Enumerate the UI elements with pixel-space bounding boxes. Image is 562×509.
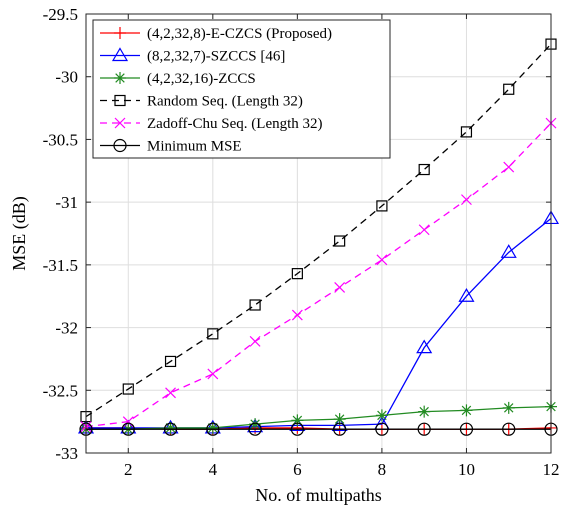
data-point: [418, 405, 431, 418]
data-point: [248, 422, 262, 436]
data-point: [247, 418, 264, 433]
x-tick-label: 2: [124, 460, 133, 479]
legend-marker: [114, 94, 126, 107]
y-tick-label: -32.5: [43, 381, 78, 400]
data-point: [461, 194, 472, 206]
legend-entry: Zadoff-Chu Seq. (Length 32): [100, 116, 323, 132]
data-point: [291, 309, 303, 321]
data-point: [418, 224, 430, 236]
legend: (4,2,32,8)-E-CZCS (Proposed) (8,2,32,7)-S…: [92, 19, 391, 159]
legend-label: (4,2,32,8)-E-CZCS (Proposed): [147, 26, 332, 42]
data-point: [459, 422, 474, 436]
legend-marker: [113, 138, 127, 153]
y-tick-label: -30.5: [43, 130, 78, 149]
data-point: [165, 387, 176, 399]
data-point: [460, 126, 473, 138]
legend-entry: (8,2,32,7)-SZCCS [46]: [100, 47, 285, 65]
legend-marker: [114, 27, 126, 39]
legend-entry: (4,2,32,8)-E-CZCS (Proposed): [100, 26, 332, 42]
data-point: [500, 244, 517, 258]
y-tick-label: -32: [55, 319, 78, 338]
legend-marker: [114, 117, 126, 129]
legend-entry: Random Seq. (Length 32): [100, 94, 303, 110]
y-tick-label: -29.5: [43, 5, 78, 24]
data-point: [460, 404, 473, 417]
data-point: [458, 288, 475, 302]
x-tick-label: 10: [458, 460, 475, 479]
data-point: [291, 414, 304, 427]
data-point: [122, 383, 134, 395]
data-point: [418, 163, 430, 176]
data-point: [206, 422, 220, 436]
data-point: [375, 422, 389, 436]
y-tick-label: -31.5: [43, 256, 78, 275]
data-point: [207, 328, 219, 340]
legend-box: [92, 19, 391, 159]
data-point: [164, 355, 177, 368]
x-axis-label: No. of multipaths: [255, 485, 382, 505]
data-point: [417, 422, 431, 436]
data-point: [503, 161, 515, 173]
data-point: [376, 200, 388, 212]
data-point: [333, 413, 346, 426]
series-line: [86, 405, 552, 430]
data-point: [290, 422, 304, 436]
plot-frame: [85, 13, 552, 454]
data-point: [249, 299, 261, 311]
series-line: [85, 43, 552, 418]
tick-labels: 2 4 6 8 10 12 -29.5 -30 -30.5 -31 -31.5 -32 -32.5 -33: [43, 5, 560, 479]
data-point: [122, 416, 134, 428]
data-point: [291, 268, 303, 280]
data-point: [121, 422, 135, 436]
y-tick-label: -30: [55, 68, 78, 87]
data-point: [503, 83, 515, 95]
x-tick-label: 12: [543, 460, 560, 479]
legend-entry: Minimum MSE: [100, 139, 242, 155]
y-axis-label: MSE (dB): [9, 196, 30, 271]
data-point: [376, 254, 388, 266]
data-point: [249, 418, 262, 431]
legend-label: Minimum MSE: [147, 139, 242, 155]
legend-marker: [114, 72, 126, 84]
data-point: [163, 422, 178, 436]
data-point: [334, 235, 346, 247]
y-tick-label: -33: [55, 444, 78, 463]
x-tick-label: 8: [378, 460, 387, 479]
y-tick-label: -31: [55, 193, 78, 212]
data-point: [333, 422, 347, 436]
ticks: [86, 13, 552, 454]
data-point: [249, 335, 261, 347]
data-point: [334, 282, 346, 293]
data-point: [164, 421, 177, 434]
legend-label: Random Seq. (Length 32): [147, 94, 303, 110]
legend-entry: (4,2,32,16)-ZCCS: [100, 71, 256, 87]
data-point: [416, 339, 433, 354]
series-5: [79, 422, 558, 436]
data-point: [207, 368, 219, 380]
x-tick-label: 4: [209, 460, 218, 479]
x-tick-label: 6: [293, 460, 302, 479]
data-point: [502, 422, 516, 436]
data-point: [206, 421, 219, 434]
legend-label: Zadoff-Chu Seq. (Length 32): [147, 116, 323, 132]
data-point: [502, 401, 515, 414]
legend-marker: [111, 47, 129, 62]
series-line: [85, 122, 552, 428]
legend-label: (8,2,32,7)-SZCCS [46]: [147, 49, 285, 65]
data-point: [375, 409, 388, 422]
series-4: [80, 117, 557, 433]
legend-label: (4,2,32,16)-ZCCS: [147, 71, 256, 87]
